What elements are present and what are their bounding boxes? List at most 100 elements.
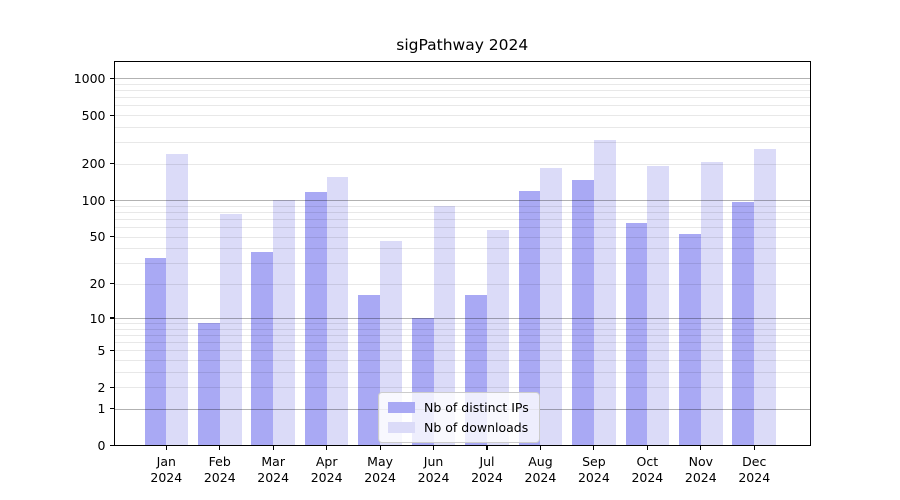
- bar-downloads: [593, 140, 616, 446]
- bar-distinct-ips: [251, 252, 274, 446]
- bar-downloads: [540, 167, 563, 446]
- x-tick-label: Dec 2024: [738, 453, 771, 485]
- minor-gridline: [114, 142, 811, 144]
- x-tick-label: Oct 2024: [631, 453, 664, 485]
- bar-distinct-ips: [197, 323, 220, 446]
- x-tick-label: Nov 2024: [684, 453, 717, 485]
- x-tick-label: Jun 2024: [417, 453, 450, 485]
- minor-gridline: [114, 90, 811, 92]
- minor-gridline: [114, 126, 811, 128]
- x-tick-label: Mar 2024: [257, 453, 290, 485]
- legend-swatch-downloads: [388, 422, 415, 433]
- bar-downloads: [700, 161, 723, 446]
- bar-distinct-ips: [572, 179, 594, 446]
- bar-downloads: [647, 165, 670, 446]
- x-tick-mark: [379, 445, 381, 450]
- x-tick-label: Jul 2024: [471, 453, 503, 485]
- y-tick-label: 500: [81, 107, 106, 123]
- y-tick-mark: [109, 444, 114, 447]
- minor-gridline: [114, 350, 811, 352]
- bar-downloads: [487, 229, 509, 446]
- x-tick-mark: [700, 445, 702, 450]
- x-tick-mark: [753, 445, 755, 450]
- minor-gridline: [114, 334, 811, 336]
- minor-gridline: [114, 387, 811, 389]
- y-tick-label: 200: [81, 156, 106, 172]
- minor-gridline: [114, 359, 811, 361]
- minor-gridline: [114, 211, 811, 213]
- y-tick-mark: [109, 283, 114, 285]
- legend-item: Nb of downloads: [388, 420, 529, 435]
- x-tick-mark: [646, 445, 648, 450]
- y-tick-label: 1000: [73, 70, 106, 86]
- minor-gridline: [114, 218, 811, 220]
- minor-gridline: [114, 97, 811, 99]
- minor-gridline: [114, 283, 811, 285]
- minor-gridline: [114, 227, 811, 229]
- y-tick-label: 0: [97, 438, 106, 453]
- bar-distinct-ips: [518, 191, 541, 446]
- y-tick-mark: [109, 408, 114, 410]
- x-tick-mark: [486, 445, 488, 450]
- minor-gridline: [114, 83, 811, 85]
- legend-label: Nb of distinct IPs: [424, 400, 529, 415]
- chart-title: sigPathway 2024: [396, 36, 529, 54]
- bar-distinct-ips: [679, 233, 701, 446]
- x-tick-mark: [165, 445, 167, 450]
- bar-distinct-ips: [304, 191, 327, 446]
- minor-gridline: [114, 105, 811, 107]
- minor-gridline: [114, 236, 811, 238]
- minor-gridline: [114, 323, 811, 325]
- y-tick-label: 2: [97, 379, 106, 395]
- bar-distinct-ips: [625, 222, 648, 446]
- legend-item: Nb of distinct IPs: [388, 400, 529, 415]
- y-tick-label: 20: [89, 276, 106, 292]
- bar-downloads: [273, 200, 295, 446]
- y-tick-label: 1: [97, 401, 106, 417]
- x-tick-label: Aug 2024: [524, 453, 557, 485]
- y-tick-label: 5: [97, 342, 106, 358]
- y-tick-mark: [109, 114, 114, 116]
- y-tick-label: 10: [89, 310, 106, 326]
- x-tick-label: Sep 2024: [577, 453, 610, 485]
- major-gridline: [114, 200, 811, 202]
- major-gridline: [114, 318, 811, 320]
- bar-distinct-ips: [358, 294, 381, 446]
- x-tick-label: May 2024: [364, 453, 396, 485]
- x-tick-mark: [219, 445, 221, 450]
- y-tick-mark: [109, 349, 114, 351]
- minor-gridline: [114, 263, 811, 265]
- minor-gridline: [114, 342, 811, 344]
- bar-downloads: [433, 205, 456, 446]
- legend: Nb of distinct IPs Nb of downloads: [378, 392, 540, 443]
- x-tick-mark: [272, 445, 274, 450]
- bar-downloads: [166, 154, 189, 446]
- minor-gridline: [114, 328, 811, 330]
- minor-gridline: [114, 371, 811, 373]
- x-tick-label: Apr 2024: [310, 453, 343, 485]
- y-tick-mark: [109, 163, 114, 165]
- legend-swatch-distinct-ips: [388, 402, 415, 413]
- y-tick-mark: [109, 77, 114, 79]
- minor-gridline: [114, 115, 811, 117]
- minor-gridline: [114, 205, 811, 207]
- y-tick-mark: [109, 199, 114, 201]
- y-tick-mark: [109, 235, 114, 238]
- bar-distinct-ips: [144, 258, 167, 446]
- y-tick-label: 50: [89, 229, 106, 245]
- y-tick-label: 100: [81, 192, 106, 208]
- minor-gridline: [114, 248, 811, 250]
- bar-downloads: [219, 213, 242, 446]
- bar-distinct-ips: [732, 202, 755, 446]
- x-tick-label: Jan 2024: [150, 453, 183, 485]
- x-tick-mark: [593, 445, 595, 450]
- bar-downloads: [754, 148, 777, 446]
- y-tick-mark: [109, 386, 114, 388]
- x-tick-mark: [326, 445, 328, 450]
- bar-downloads: [326, 177, 349, 446]
- y-tick-mark: [109, 317, 114, 319]
- major-gridline: [114, 78, 811, 80]
- legend-label: Nb of downloads: [424, 420, 529, 435]
- minor-gridline: [114, 163, 811, 165]
